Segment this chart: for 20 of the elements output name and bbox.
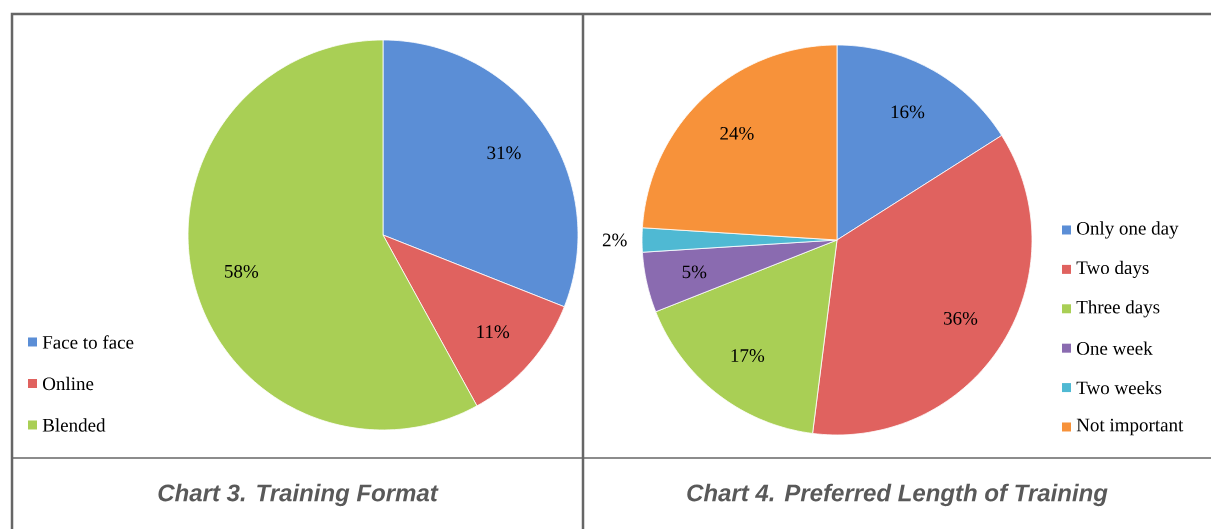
legend-label: Three days — [1076, 300, 1160, 318]
legend-label: Face to face — [42, 335, 134, 349]
legend-label: Blended — [42, 418, 106, 432]
legend-label: Only one day — [1076, 221, 1179, 239]
text: Chart 4. Preferred Length of Training — [687, 483, 1108, 507]
data-label: 17% — [731, 349, 765, 362]
legend-label: Not important — [1076, 418, 1184, 436]
legend-label: Two weeks — [1076, 380, 1162, 395]
text: Chart 3. Training Format — [158, 483, 439, 507]
data-label: 31% — [487, 146, 521, 160]
data-label: 24% — [720, 126, 754, 140]
data-label: 16% — [891, 105, 925, 119]
legend-label: Online — [42, 376, 94, 391]
legend-label: One week — [1076, 341, 1153, 355]
data-label: 36% — [943, 311, 978, 325]
legend-label: Two days — [1076, 260, 1149, 279]
data-label: 5% — [682, 265, 707, 279]
data-label: 58% — [225, 264, 259, 278]
data-label: 11% — [477, 325, 510, 339]
data-label: 2% — [602, 233, 627, 247]
